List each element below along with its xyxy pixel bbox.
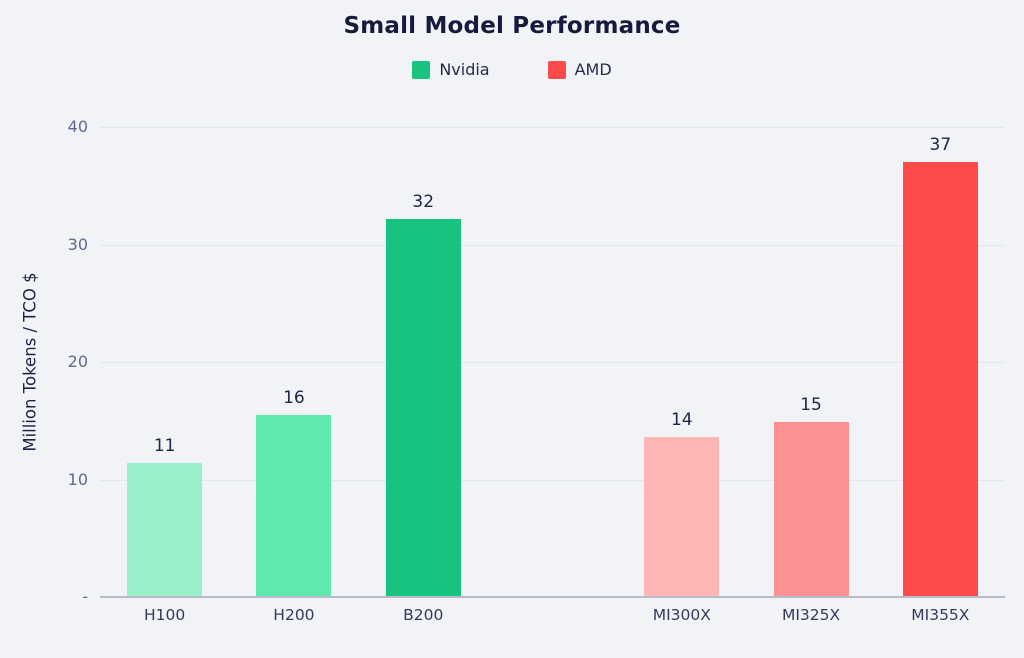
bar-b200[interactable] — [385, 218, 461, 596]
nvidia-swatch-icon — [412, 60, 431, 79]
x-tick-label-b200: B200 — [403, 606, 444, 624]
y-tick-label-20: 20 — [67, 352, 88, 371]
x-tick-label-h100: H100 — [144, 606, 186, 624]
legend-item-amd[interactable]: AMD — [547, 60, 612, 79]
legend-item-nvidia[interactable]: Nvidia — [412, 60, 490, 79]
bar-value-label-h200: 16 — [283, 387, 305, 408]
bar-value-label-b200: 32 — [412, 191, 435, 212]
x-tick-label-mi355x: MI355X — [911, 606, 970, 624]
bar-value-label-h100: 11 — [153, 436, 176, 457]
legend-label-nvidia: Nvidia — [439, 60, 490, 79]
gridline-10 — [100, 479, 1005, 481]
gridline-20 — [100, 362, 1005, 363]
bar-mi300x[interactable] — [644, 437, 720, 596]
x-axis-line — [100, 596, 1005, 598]
bar-mi355x[interactable] — [902, 162, 978, 596]
x-tick-label-h200: H200 — [273, 606, 315, 624]
amd-swatch-icon — [547, 60, 566, 79]
x-tick-label-mi300x: MI300X — [652, 606, 711, 624]
legend-label-amd: AMD — [574, 60, 612, 79]
y-tick-label-40: 40 — [67, 117, 88, 136]
y-tick-label-30: 30 — [67, 234, 88, 254]
gridline-40 — [100, 127, 1005, 128]
bar-h200[interactable] — [256, 414, 332, 596]
gridline-30 — [100, 244, 1005, 246]
bar-value-label-mi300x: 14 — [670, 410, 693, 431]
bar-value-label-mi355x: 37 — [929, 135, 952, 156]
y-tick-label--: - — [82, 587, 88, 606]
legend: Nvidia AMD — [0, 60, 1024, 79]
x-tick-label-mi325x: MI325X — [781, 606, 841, 624]
chart-title: Small Model Performance — [343, 13, 681, 39]
y-tick-label-10: 10 — [67, 469, 88, 489]
bar-h100[interactable] — [127, 463, 203, 596]
bar-value-label-mi325x: 15 — [800, 394, 822, 415]
bar-mi325x[interactable] — [773, 421, 849, 596]
